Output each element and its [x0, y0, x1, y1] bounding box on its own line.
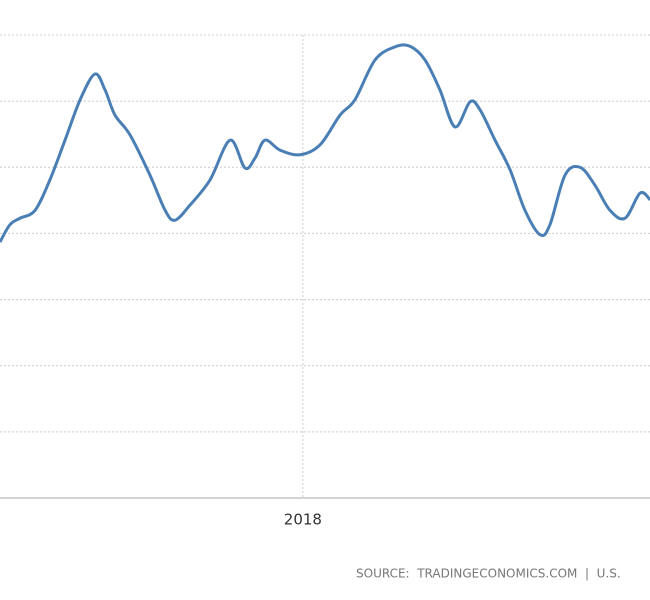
x-tick-label: 2018	[284, 511, 322, 529]
data-line	[0, 43, 650, 243]
source: SOURCE: TRADINGECONOMICS.COM | U.S.	[356, 567, 621, 581]
